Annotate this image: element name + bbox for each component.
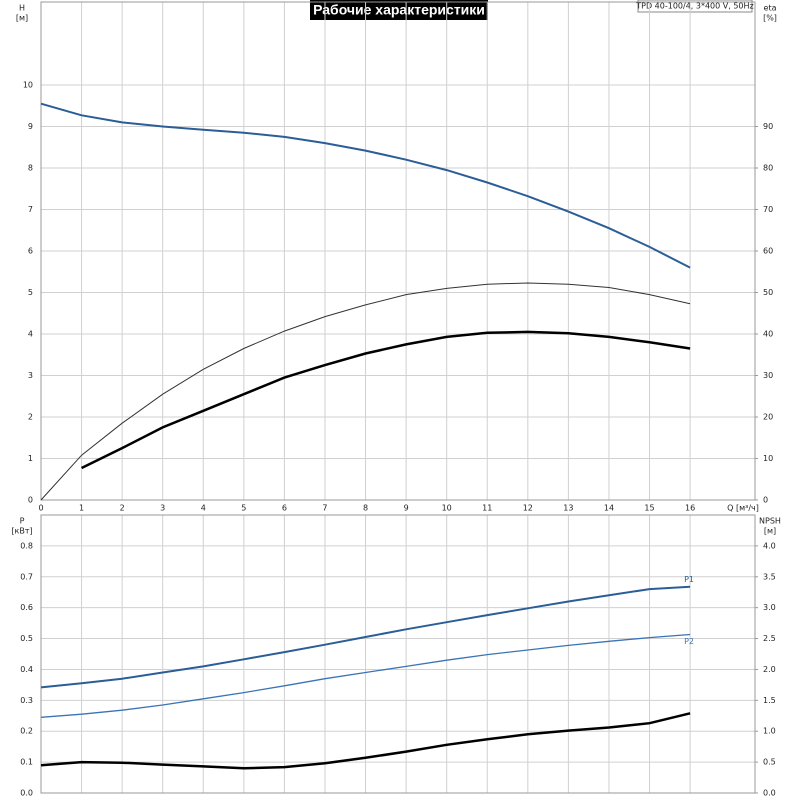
series-line <box>40 712 691 770</box>
x-tick-label: 9 <box>404 504 409 513</box>
series-line <box>40 102 691 269</box>
series-label: P1 <box>684 575 694 584</box>
y-tick-label: 4 <box>28 330 33 339</box>
y-tick-label: 0.0 <box>20 789 33 798</box>
y2-tick-label: 40 <box>763 330 773 339</box>
x-tick-label: 8 <box>363 504 368 513</box>
series-line <box>40 282 691 501</box>
y-tick-label: 9 <box>28 122 33 131</box>
model-label: TPD 40-100/4, 3*400 V, 50Hz <box>635 2 753 11</box>
y-label: H <box>19 4 25 13</box>
y-tick-label: 2 <box>28 413 33 422</box>
y2-tick-label: 80 <box>763 164 773 173</box>
y-tick-label: 1 <box>28 454 33 463</box>
y2-tick-label: 90 <box>763 122 773 131</box>
plot-frame <box>40 1 756 501</box>
y2-tick-label: 0.0 <box>763 789 776 798</box>
y2-tick-label: 1.5 <box>763 696 776 705</box>
series-line <box>40 633 691 718</box>
x-tick-label: 6 <box>282 504 287 513</box>
y-unit: [м] <box>16 14 28 23</box>
x-tick-label: 13 <box>563 504 573 513</box>
y-tick-label: 6 <box>28 247 33 256</box>
y2-tick-label: 2.5 <box>763 634 776 643</box>
y-tick-label: 0.2 <box>20 727 33 736</box>
x-tick-label: 3 <box>160 504 165 513</box>
series-label: P2 <box>684 637 694 646</box>
chart-title: Рабочие характеристики <box>313 2 485 18</box>
x-tick-label: 4 <box>201 504 206 513</box>
y-tick-label: 7 <box>28 205 33 214</box>
series-line <box>81 330 691 470</box>
y2-tick-label: 20 <box>763 413 773 422</box>
y2-tick-label: 30 <box>763 371 773 380</box>
y-tick-label: 0.1 <box>20 758 33 767</box>
x-tick-label: 16 <box>685 504 695 513</box>
series-line <box>40 585 691 689</box>
x-tick-label: 14 <box>604 504 614 513</box>
y2-tick-label: 2.0 <box>763 665 776 674</box>
y-tick-label: 5 <box>28 288 33 297</box>
y2-unit: [м] <box>764 527 776 536</box>
y-tick-label: 0 <box>28 496 33 505</box>
x-tick-label: 0 <box>38 504 43 513</box>
y-tick-label: 0.3 <box>20 696 33 705</box>
y-tick-label: 10 <box>23 81 33 90</box>
y2-unit: [%] <box>763 14 777 23</box>
x-tick-label: 1 <box>79 504 84 513</box>
y2-tick-label: 0.5 <box>763 758 776 767</box>
model-box <box>637 0 753 13</box>
x-tick-label: 7 <box>322 504 327 513</box>
x-tick-label: 10 <box>442 504 452 513</box>
y2-tick-label: 0 <box>763 496 768 505</box>
y2-tick-label: 50 <box>763 288 773 297</box>
x-label: Q [м³/ч] <box>727 504 759 513</box>
x-tick-label: 11 <box>482 504 492 513</box>
y2-tick-label: 1.0 <box>763 727 776 736</box>
x-tick-label: 15 <box>644 504 654 513</box>
y-label: P <box>20 517 25 526</box>
y-tick-label: 0.5 <box>20 634 33 643</box>
x-tick-label: 5 <box>241 504 246 513</box>
x-tick-label: 12 <box>523 504 533 513</box>
y-tick-label: 0.6 <box>20 603 33 612</box>
title-box <box>310 0 488 20</box>
y2-tick-label: 3.5 <box>763 572 776 581</box>
plot-frame <box>40 514 756 794</box>
y2-label: eta <box>764 4 777 13</box>
y-unit: [кВт] <box>11 527 32 536</box>
y-tick-label: 0.8 <box>20 541 33 550</box>
x-tick-label: 2 <box>120 504 125 513</box>
y2-tick-label: 70 <box>763 205 773 214</box>
y2-tick-label: 3.0 <box>763 603 776 612</box>
y-tick-label: 0.7 <box>20 572 33 581</box>
y2-tick-label: 4.0 <box>763 541 776 550</box>
y-tick-label: 0.4 <box>20 665 33 674</box>
y2-label: NPSH <box>759 517 781 526</box>
y-tick-label: 8 <box>28 164 33 173</box>
y2-tick-label: 60 <box>763 247 773 256</box>
y2-tick-label: 10 <box>763 454 773 463</box>
y-tick-label: 3 <box>28 371 33 380</box>
